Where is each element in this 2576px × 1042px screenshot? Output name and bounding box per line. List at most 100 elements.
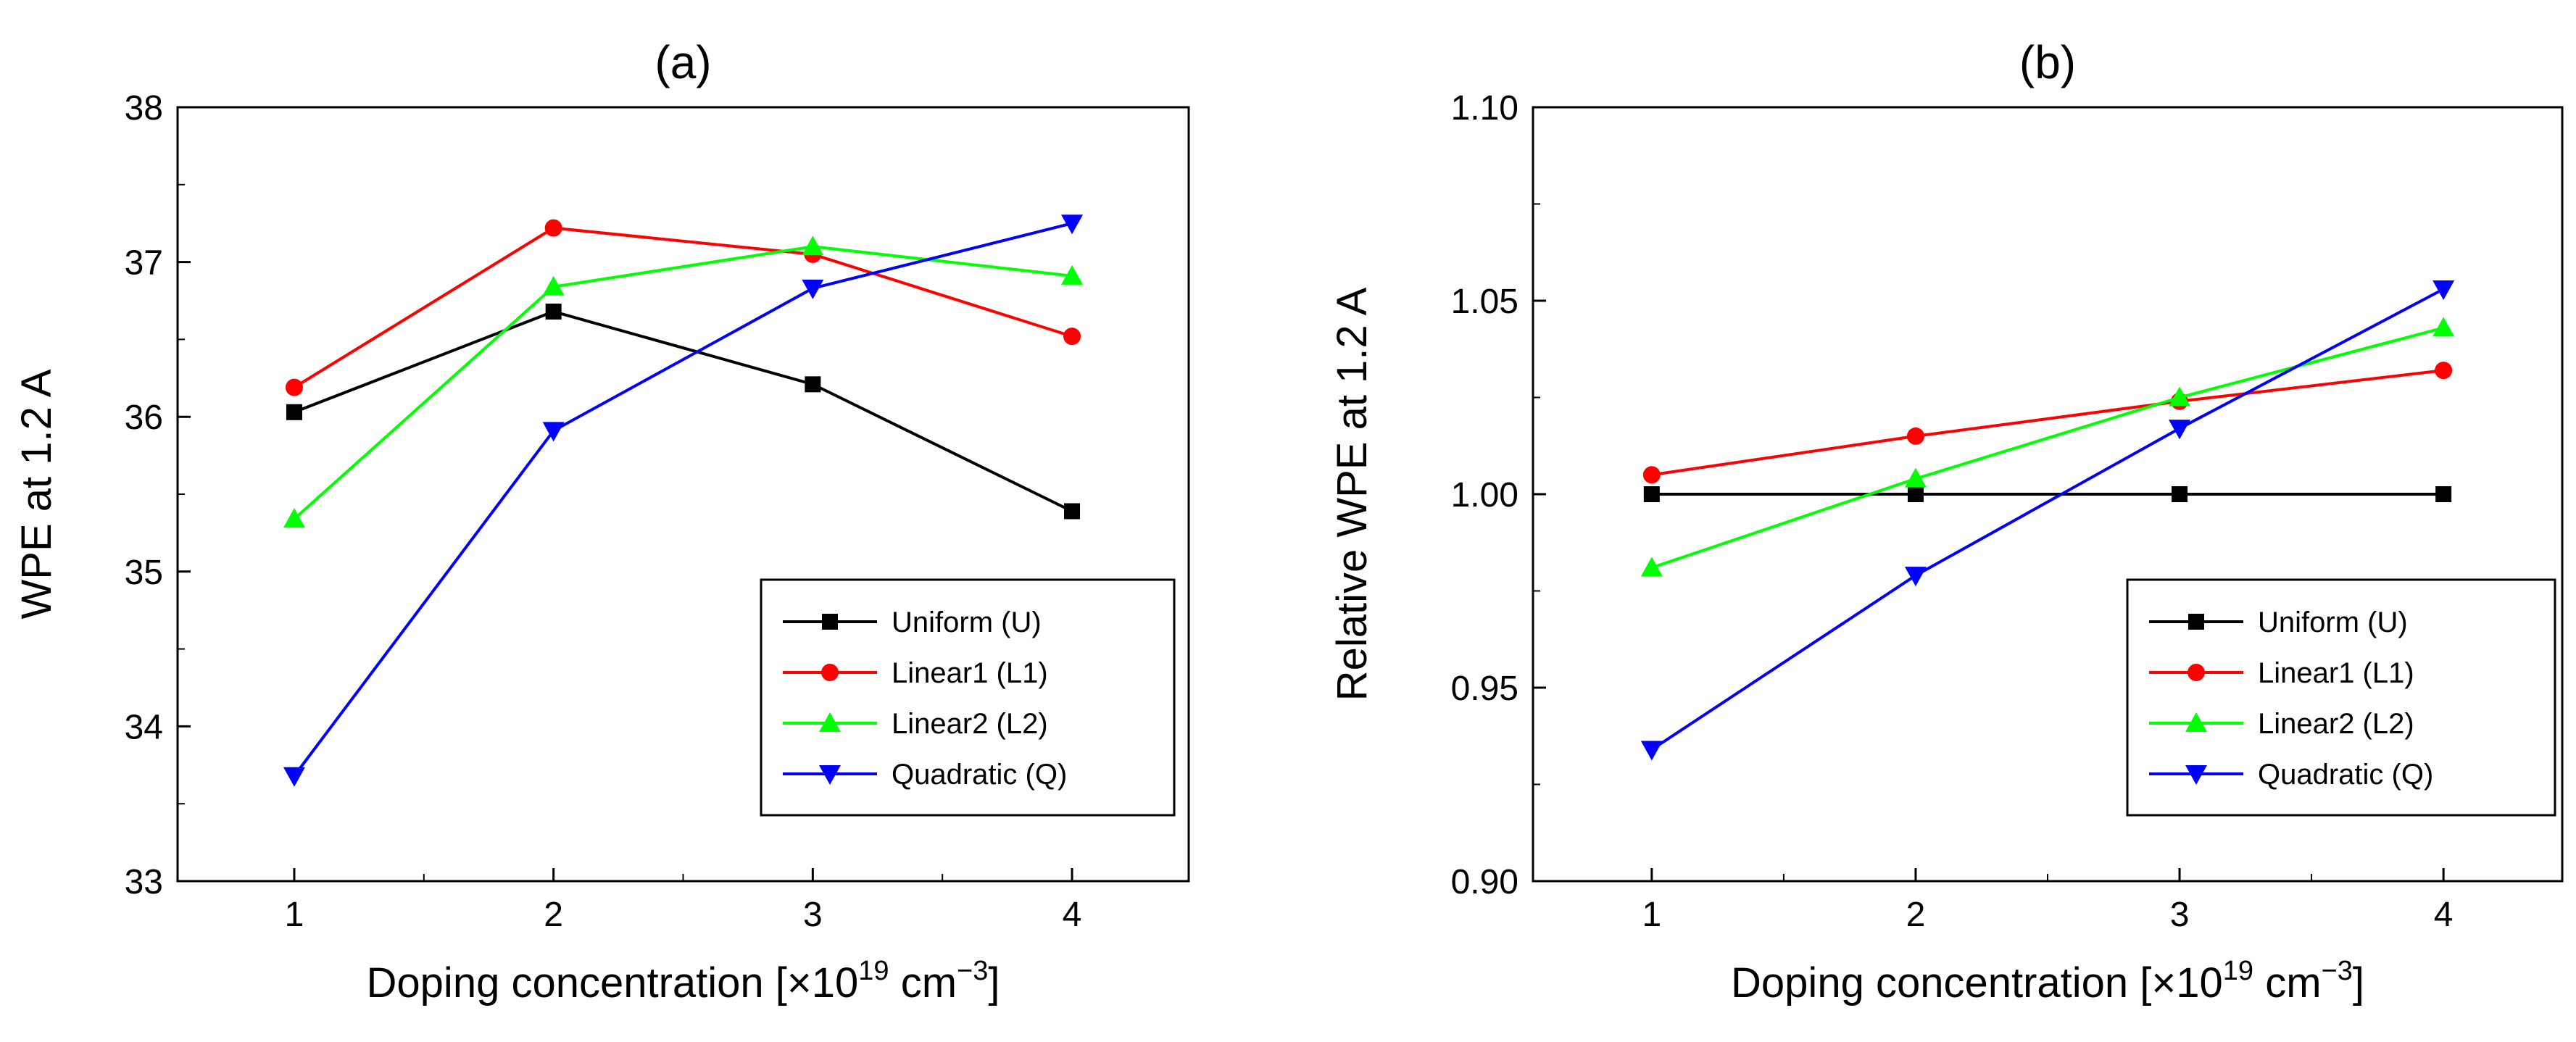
y-tick-label: 1.10 — [1451, 89, 1518, 128]
legend-marker — [2185, 712, 2207, 732]
x-tick-label: 3 — [803, 896, 823, 934]
legend-label: Linear1 (L1) — [892, 657, 1048, 689]
data-point — [1640, 557, 1663, 577]
data-point — [2435, 362, 2453, 380]
data-point — [1643, 486, 1660, 502]
data-point — [1642, 466, 1661, 484]
y-tick-label: 1.05 — [1451, 283, 1518, 321]
x-axis-label-sup: 19 — [2223, 956, 2253, 986]
y-tick-label: 33 — [125, 863, 163, 901]
y-axis-label: Relative WPE at 1.2 A — [1329, 287, 1376, 701]
x-axis-label-sup: −3 — [2322, 956, 2353, 986]
series-1 — [1643, 486, 2452, 502]
legend-marker — [819, 765, 841, 785]
series-3 — [283, 236, 1084, 528]
x-axis-label-unit: cm — [2253, 959, 2321, 1006]
data-point — [1907, 486, 1924, 502]
legend-marker — [2185, 765, 2207, 785]
legend-label: Linear1 (L1) — [2258, 657, 2414, 689]
data-point — [2435, 486, 2452, 502]
data-point — [2169, 420, 2191, 440]
data-point — [802, 236, 824, 256]
x-axis-label: Doping concentration [×1019 cm−3] — [367, 956, 1000, 1006]
x-tick-label: 2 — [1906, 896, 1926, 934]
x-tick-label: 2 — [544, 896, 563, 934]
y-tick-label: 38 — [125, 89, 163, 128]
legend-label: Uniform (U) — [892, 607, 1042, 638]
data-point — [2432, 280, 2455, 300]
legend-label: Quadratic (Q) — [892, 759, 1067, 791]
x-axis-label-sup: 19 — [858, 956, 889, 986]
y-tick-label: 1.00 — [1451, 476, 1518, 514]
chart-panel-b: (b) 0.90 0.95 1.00 1.05 1.10 1 2 3 4 Doping concen… — [1329, 36, 2564, 1006]
series-line — [294, 309, 1073, 513]
x-tick-label: 4 — [2434, 896, 2454, 934]
y-tick-label: 35 — [125, 554, 163, 592]
data-point — [802, 279, 824, 299]
data-point — [285, 378, 303, 396]
series-line — [1651, 369, 2444, 477]
data-point — [544, 219, 562, 237]
x-tick-label: 1 — [1642, 896, 1661, 934]
series-4 — [1640, 280, 2455, 761]
x-axis-label-main: Doping concentration [×10 — [367, 959, 859, 1006]
data-point — [1061, 264, 1084, 285]
data-point — [283, 508, 305, 528]
data-point — [1904, 467, 1927, 488]
data-point — [2432, 317, 2455, 337]
legend: Uniform (U) Linear1 (L1) Linear2 (L2) Quadr… — [760, 578, 1176, 817]
series-1 — [286, 303, 1081, 520]
series-line — [1651, 326, 2444, 570]
data-point — [1063, 328, 1081, 346]
series-3 — [1640, 317, 2455, 577]
series-4 — [283, 214, 1084, 787]
legend-marker — [819, 712, 841, 732]
y-tick-label: 37 — [125, 244, 163, 283]
y-tick-label: 34 — [125, 708, 163, 746]
series-line — [293, 222, 1073, 777]
data-point — [1904, 567, 1927, 587]
data-point — [2172, 486, 2188, 502]
x-tick-label: 4 — [1063, 896, 1082, 934]
series-2 — [1642, 362, 2453, 484]
data-point — [2169, 386, 2191, 407]
x-axis-label-sup: −3 — [957, 956, 988, 986]
y-axis-label: WPE at 1.2 A — [13, 369, 60, 619]
chart-title: (a) — [655, 36, 711, 88]
legend-label: Linear2 (L2) — [2258, 708, 2414, 740]
legend-marker — [2188, 614, 2204, 630]
y-tick-label: 0.95 — [1451, 670, 1518, 708]
x-axis-label: Doping concentration [×1019 cm−3] — [1731, 956, 2364, 1006]
data-point — [542, 275, 565, 296]
data-point — [542, 422, 565, 442]
y-tick-label: 36 — [125, 399, 163, 437]
data-point — [1064, 503, 1081, 520]
series-line — [1650, 288, 2445, 751]
data-point — [286, 404, 302, 420]
legend-marker — [822, 614, 838, 630]
series-line — [293, 226, 1073, 389]
series-line — [293, 245, 1073, 520]
data-point — [1906, 427, 1924, 445]
x-axis-label-end: ] — [988, 959, 1000, 1006]
chart-title: (b) — [2019, 36, 2076, 88]
x-tick-label: 3 — [2170, 896, 2190, 934]
legend-marker — [821, 664, 839, 681]
x-tick-label: 1 — [285, 896, 304, 934]
data-point — [545, 303, 562, 320]
legend-label: Uniform (U) — [2258, 607, 2408, 638]
y-tick-label: 0.90 — [1451, 863, 1518, 901]
data-point — [1061, 214, 1084, 235]
legend-marker — [2187, 664, 2205, 681]
legend-label: Quadratic (Q) — [2258, 759, 2433, 791]
data-point — [283, 767, 305, 787]
legend-label: Linear2 (L2) — [892, 708, 1048, 740]
x-axis-label-main: Doping concentration [×10 — [1731, 959, 2223, 1006]
x-axis-label-end: ] — [2353, 959, 2364, 1006]
x-axis-label-unit: cm — [889, 959, 957, 1006]
data-point — [805, 376, 821, 393]
data-point — [1640, 741, 1663, 761]
legend: Uniform (U) Linear1 (L1) Linear2 (L2) Quadr… — [2126, 578, 2556, 817]
